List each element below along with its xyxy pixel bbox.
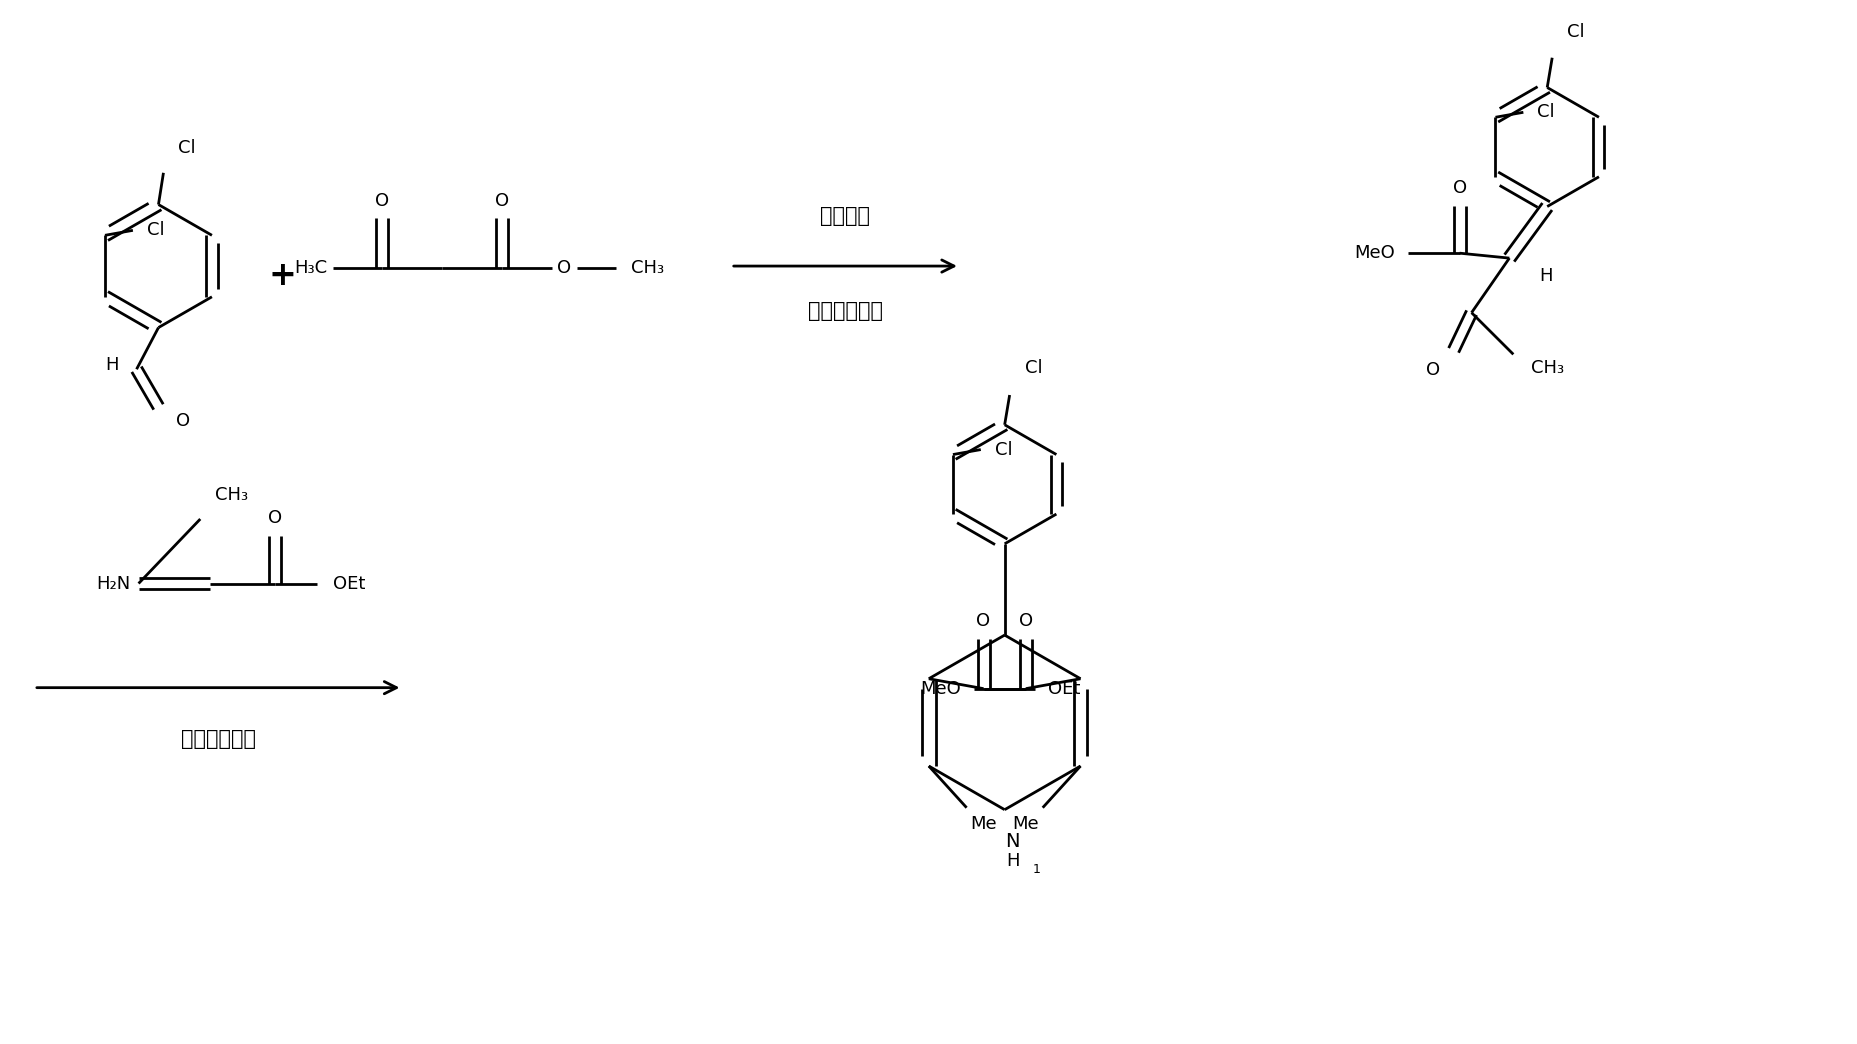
Text: OEt: OEt: [1047, 680, 1081, 697]
Text: N: N: [1005, 831, 1019, 851]
Text: O: O: [1019, 612, 1032, 631]
Text: Cl: Cl: [1538, 103, 1554, 121]
Text: H: H: [1539, 267, 1552, 285]
Text: MeO: MeO: [921, 680, 962, 697]
Text: O: O: [977, 612, 990, 631]
Text: Cl: Cl: [995, 441, 1012, 458]
Text: 1: 1: [1032, 862, 1040, 876]
Text: O: O: [557, 259, 570, 277]
Text: OEt: OEt: [332, 574, 366, 593]
Text: H₂N: H₂N: [97, 574, 130, 593]
Text: 缩合反应: 缩合反应: [821, 207, 871, 227]
Text: MeO: MeO: [1354, 244, 1395, 262]
Text: Me: Me: [969, 814, 997, 832]
Text: Cl: Cl: [1025, 359, 1042, 377]
Text: CH₃: CH₃: [215, 487, 249, 504]
Text: +: +: [269, 260, 297, 292]
Text: O: O: [1426, 361, 1439, 379]
Text: O: O: [375, 192, 390, 210]
Text: Cl: Cl: [1567, 23, 1584, 41]
Text: O: O: [1452, 179, 1467, 196]
Text: O: O: [176, 411, 191, 430]
Text: 溶剂、催化剂: 溶剂、催化剂: [180, 730, 256, 750]
Text: Cl: Cl: [147, 221, 165, 239]
Text: Cl: Cl: [178, 139, 197, 157]
Text: H₃C: H₃C: [295, 259, 327, 277]
Text: H: H: [106, 356, 119, 374]
Text: Me: Me: [1012, 814, 1040, 832]
Text: O: O: [267, 509, 282, 527]
Text: 溶剂、催化剂: 溶剂、催化剂: [808, 301, 882, 321]
Text: CH₃: CH₃: [1532, 359, 1564, 377]
Text: H: H: [1006, 852, 1019, 871]
Text: CH₃: CH₃: [631, 259, 665, 277]
Text: O: O: [494, 192, 509, 210]
